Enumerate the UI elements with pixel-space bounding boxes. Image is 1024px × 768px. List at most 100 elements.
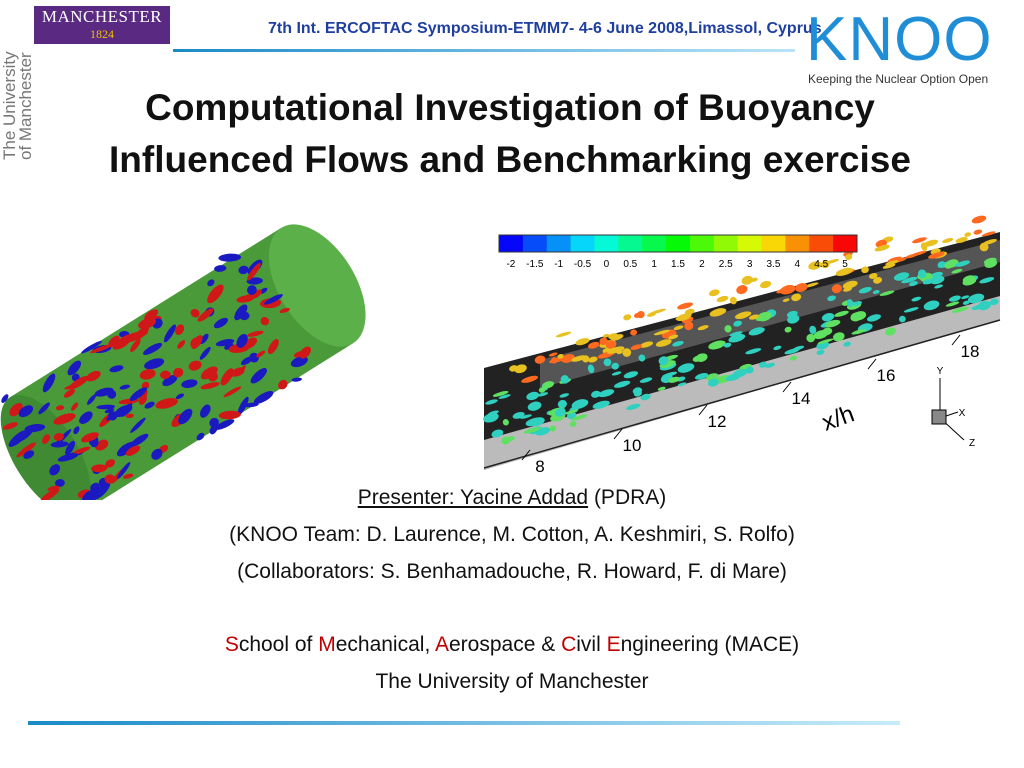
flow-blob [920,242,928,252]
vortex [234,304,248,321]
vortex [151,448,163,460]
flow-blob [962,275,976,284]
flow-blob [736,285,748,295]
vortex [218,253,242,262]
vortex [207,279,215,287]
vortex [259,287,268,294]
flow-blob [668,376,680,383]
flow-blob [973,229,983,235]
flow-blob [843,341,851,347]
flow-blob [554,407,566,417]
vortex [18,405,34,418]
flow-blob [827,295,836,302]
flow-blob [521,375,539,383]
vortex [105,459,116,468]
vortex [23,450,35,459]
flow-blob [491,429,504,438]
colorbar-swatch [809,235,834,252]
vortex [238,265,249,275]
vortex [55,405,65,411]
colorbar-swatch [618,235,643,252]
flow-blob [773,345,782,351]
vortex [199,333,209,345]
vortex [104,408,115,414]
colorbar-label: 3 [747,259,753,270]
vortex [247,330,264,337]
vortex [138,317,157,329]
vortex [207,284,224,304]
flow-blob [757,311,772,322]
flow-blob [655,339,672,347]
flow-blob [559,393,570,398]
flow-blob [934,284,943,289]
flow-blob [831,284,842,294]
flow-blob [745,366,754,374]
colorbar-label: 1 [651,259,657,270]
vortex [50,441,69,448]
collaborators: (Collaborators: S. Benhamadouche, R. How… [237,560,787,583]
colorbar-swatch [833,235,858,252]
channel-floor [484,296,1000,470]
knoo-logo: KNOO [806,5,993,74]
flow-blob [649,308,667,315]
colorbar-swatch [522,235,548,252]
flow-blob [901,276,918,284]
vortex [109,365,124,373]
vortex [81,490,93,500]
vortex [38,402,50,415]
simulation-figure [483,215,1001,470]
flow-blob [605,340,617,349]
flow-blob [588,356,598,363]
vortex [94,387,114,397]
vortex [49,464,61,476]
flow-blob [602,333,610,338]
cylinder-figure [0,224,366,500]
flow-blob [981,231,996,237]
flow-blob [684,308,695,315]
vortex [67,360,82,376]
flow-blob [523,427,541,434]
flow-blob [502,419,509,426]
vortex [181,379,198,388]
flow-blob [534,355,546,364]
vortex [220,368,234,386]
vortex [24,423,46,433]
flow-blob [949,295,961,302]
flow-blob [716,295,729,303]
flow-blob [697,325,709,331]
axis-tick [698,404,708,416]
flow-blob [729,331,743,337]
colorbar-label: 0.5 [623,259,637,270]
axis-label: 8 [535,457,544,476]
cylinder-end [268,224,366,347]
vortex [236,295,255,303]
triad-label: Z [969,438,975,449]
flow-blob [530,417,545,427]
flow-blob [571,355,587,362]
vortex [279,307,290,313]
school-part: S [224,633,239,656]
flow-blob [866,314,881,322]
flow-blob [825,319,841,328]
flow-blob [905,253,919,259]
flow-blob [592,400,610,409]
vortex [256,350,266,358]
flow-blob [789,355,798,361]
header-rule [173,49,795,52]
vortex [160,370,171,379]
axis-tick [951,334,961,346]
vortex [290,356,308,368]
flow-blob [750,277,758,282]
vortex [129,387,148,401]
flow-blob [765,362,776,368]
flow-blob [962,300,970,305]
flow-blob [917,269,927,279]
vortex [199,346,211,360]
flow-blob [759,361,767,368]
presenter-line: Presenter: Yacine Addad (PDRA) [0,486,1024,510]
vortex [68,375,89,390]
flow-blob [903,307,919,313]
colorbar-label: 2.5 [719,259,733,270]
colorbar-swatch [546,235,572,252]
flow-blob [945,301,960,307]
